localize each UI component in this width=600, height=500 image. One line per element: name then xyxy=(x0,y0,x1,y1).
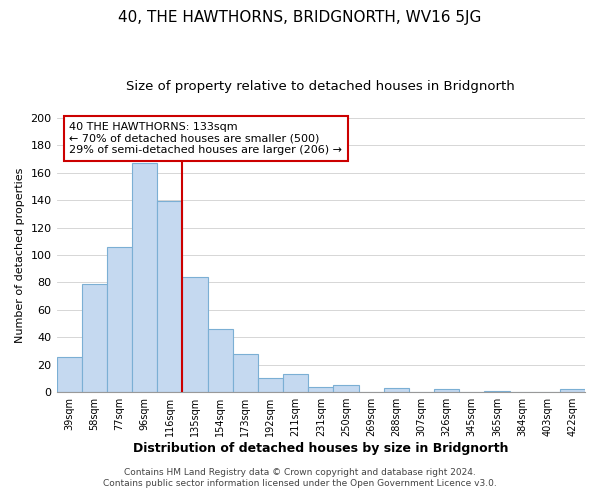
Bar xyxy=(484,391,509,392)
Bar xyxy=(157,202,182,392)
Bar xyxy=(258,378,283,392)
Text: 40 THE HAWTHORNS: 133sqm
← 70% of detached houses are smaller (500)
29% of semi-: 40 THE HAWTHORNS: 133sqm ← 70% of detach… xyxy=(69,122,342,155)
Bar xyxy=(334,386,359,392)
Bar xyxy=(283,374,308,392)
Bar xyxy=(434,390,459,392)
Title: Size of property relative to detached houses in Bridgnorth: Size of property relative to detached ho… xyxy=(127,80,515,93)
Bar xyxy=(308,386,334,392)
Text: Contains HM Land Registry data © Crown copyright and database right 2024.
Contai: Contains HM Land Registry data © Crown c… xyxy=(103,468,497,487)
Bar xyxy=(182,277,208,392)
Bar xyxy=(383,388,409,392)
Bar xyxy=(56,356,82,392)
Bar xyxy=(208,329,233,392)
Bar xyxy=(560,390,585,392)
Bar xyxy=(82,284,107,392)
Bar xyxy=(107,247,132,392)
Y-axis label: Number of detached properties: Number of detached properties xyxy=(15,168,25,342)
Bar xyxy=(233,354,258,392)
Bar xyxy=(132,163,157,392)
X-axis label: Distribution of detached houses by size in Bridgnorth: Distribution of detached houses by size … xyxy=(133,442,509,455)
Text: 40, THE HAWTHORNS, BRIDGNORTH, WV16 5JG: 40, THE HAWTHORNS, BRIDGNORTH, WV16 5JG xyxy=(118,10,482,25)
